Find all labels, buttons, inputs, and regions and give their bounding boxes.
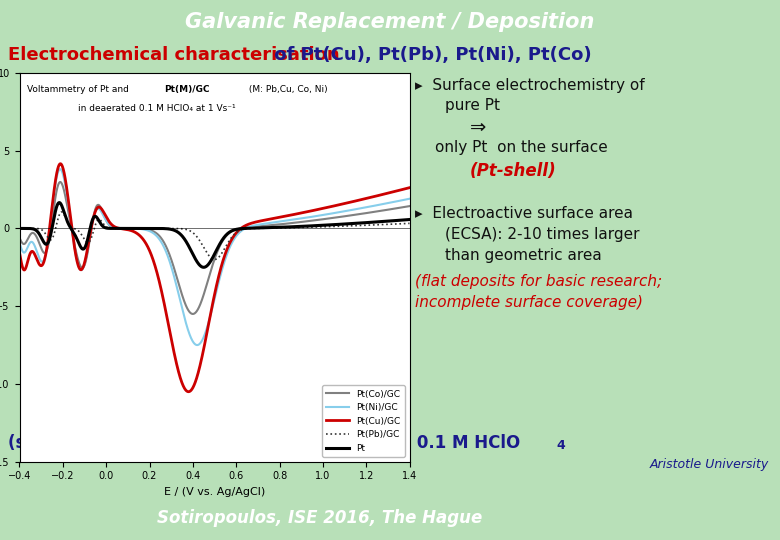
Pt(Pb)/GC xyxy=(194,237,204,243)
Text: in deaerated 0.1 M HClO₄ at 1 Vs⁻¹: in deaerated 0.1 M HClO₄ at 1 Vs⁻¹ xyxy=(78,104,236,113)
Legend: Pt(Co)/GC, Pt(Ni)/GC, Pt(Cu)/GC, Pt(Pb)/GC, Pt: Pt(Co)/GC, Pt(Ni)/GC, Pt(Cu)/GC, Pt(Pb)/… xyxy=(322,385,405,457)
Pt(Co)/GC xyxy=(15,234,24,241)
Pt(Pb)/GC xyxy=(57,209,66,215)
Text: ▸  Electroactive surface area: ▸ Electroactive surface area xyxy=(415,206,633,221)
Pt(Cu)/GC xyxy=(35,261,44,268)
Pt(Ni)/GC xyxy=(394,198,403,204)
Pt(Co)/GC xyxy=(55,179,65,185)
Text: Sotiropoulos, ISE 2016, The Hague: Sotiropoulos, ISE 2016, The Hague xyxy=(158,509,482,527)
Text: Galvanic Replacement / Deposition: Galvanic Replacement / Deposition xyxy=(186,12,594,32)
Pt(Pb)/GC xyxy=(322,224,332,230)
Pt(Cu)/GC xyxy=(394,187,403,194)
Pt(Co)/GC xyxy=(322,215,332,222)
Pt(Ni)/GC xyxy=(394,198,403,204)
Pt(Co)/GC xyxy=(394,205,403,211)
Line: Pt: Pt xyxy=(20,202,410,267)
X-axis label: E / (V vs. Ag/AgCl): E / (V vs. Ag/AgCl) xyxy=(164,487,265,497)
Pt xyxy=(405,217,414,223)
Pt(Pb)/GC xyxy=(394,221,403,227)
Pt(Pb)/GC xyxy=(15,225,24,232)
Pt(Ni)/GC xyxy=(405,195,414,202)
Pt(Co)/GC xyxy=(194,303,204,310)
Pt xyxy=(394,217,403,224)
Pt(Ni)/GC xyxy=(194,341,204,348)
Pt(Co)/GC xyxy=(205,272,215,278)
Pt(Cu)/GC xyxy=(184,388,193,395)
Pt(Ni)/GC xyxy=(15,239,24,246)
Pt(Cu)/GC xyxy=(15,249,24,256)
Pt(Cu)/GC xyxy=(394,187,403,194)
Text: ⇒: ⇒ xyxy=(470,118,487,137)
Text: incomplete surface coverage): incomplete surface coverage) xyxy=(415,295,643,310)
Text: (Pt-shell): (Pt-shell) xyxy=(470,162,557,180)
Pt(Pb)/GC xyxy=(394,221,403,227)
Text: (flat deposits for basic research;: (flat deposits for basic research; xyxy=(415,274,662,289)
Pt(Pb)/GC xyxy=(35,226,44,232)
Pt(Ni)/GC xyxy=(205,316,215,322)
Pt(Cu)/GC xyxy=(405,185,414,191)
Pt xyxy=(394,217,403,224)
Pt(Ni)/GC xyxy=(35,255,44,261)
Pt(Cu)/GC xyxy=(205,316,215,322)
Pt xyxy=(205,260,215,266)
Text: Voltammetry of Pt and: Voltammetry of Pt and xyxy=(27,85,132,93)
Text: (stabilized) cyclic voltammetry in dearated 0.1 M HClO: (stabilized) cyclic voltammetry in deara… xyxy=(8,434,520,452)
Line: Pt(Cu)/GC: Pt(Cu)/GC xyxy=(20,164,410,392)
Text: 4: 4 xyxy=(556,439,565,452)
Pt(Cu)/GC xyxy=(322,204,332,211)
Pt(Ni)/GC xyxy=(193,342,202,348)
Pt(Ni)/GC xyxy=(55,166,65,172)
Pt(Co)/GC xyxy=(35,240,44,247)
Pt(Ni)/GC xyxy=(322,211,332,218)
Line: Pt(Pb)/GC: Pt(Pb)/GC xyxy=(20,212,410,260)
Pt(Cu)/GC xyxy=(194,366,204,372)
Text: only Pt  on the surface: only Pt on the surface xyxy=(435,140,608,155)
Text: than geometric area: than geometric area xyxy=(445,248,601,263)
Text: ▸  Surface electrochemistry of: ▸ Surface electrochemistry of xyxy=(415,78,644,93)
Text: (M: Pb,Cu, Co, Ni): (M: Pb,Cu, Co, Ni) xyxy=(246,85,328,93)
Text: of Pt(Cu), Pt(Pb), Pt(Ni), Pt(Co): of Pt(Cu), Pt(Pb), Pt(Ni), Pt(Co) xyxy=(268,46,591,64)
Pt xyxy=(194,261,204,268)
Pt(Co)/GC xyxy=(405,203,414,210)
Pt xyxy=(15,225,24,232)
Line: Pt(Ni)/GC: Pt(Ni)/GC xyxy=(20,169,410,345)
Pt xyxy=(35,231,44,238)
Pt xyxy=(55,199,64,206)
Line: Pt(Co)/GC: Pt(Co)/GC xyxy=(20,182,410,314)
Pt(Pb)/GC xyxy=(405,220,414,227)
Text: pure Pt: pure Pt xyxy=(445,98,500,113)
Text: (ECSA): 2-10 times larger: (ECSA): 2-10 times larger xyxy=(445,227,640,242)
Pt(Co)/GC xyxy=(394,205,403,211)
Text: Aristotle University: Aristotle University xyxy=(650,458,769,471)
Text: Electrochemical characterisation: Electrochemical characterisation xyxy=(8,46,339,64)
Pt(Pb)/GC xyxy=(210,256,219,263)
Pt xyxy=(322,222,332,228)
Pt(Co)/GC xyxy=(188,310,197,317)
Pt(Cu)/GC xyxy=(56,160,66,167)
Text: Pt(M)/GC: Pt(M)/GC xyxy=(164,85,209,93)
Pt(Pb)/GC xyxy=(204,253,214,259)
Pt xyxy=(199,264,208,271)
